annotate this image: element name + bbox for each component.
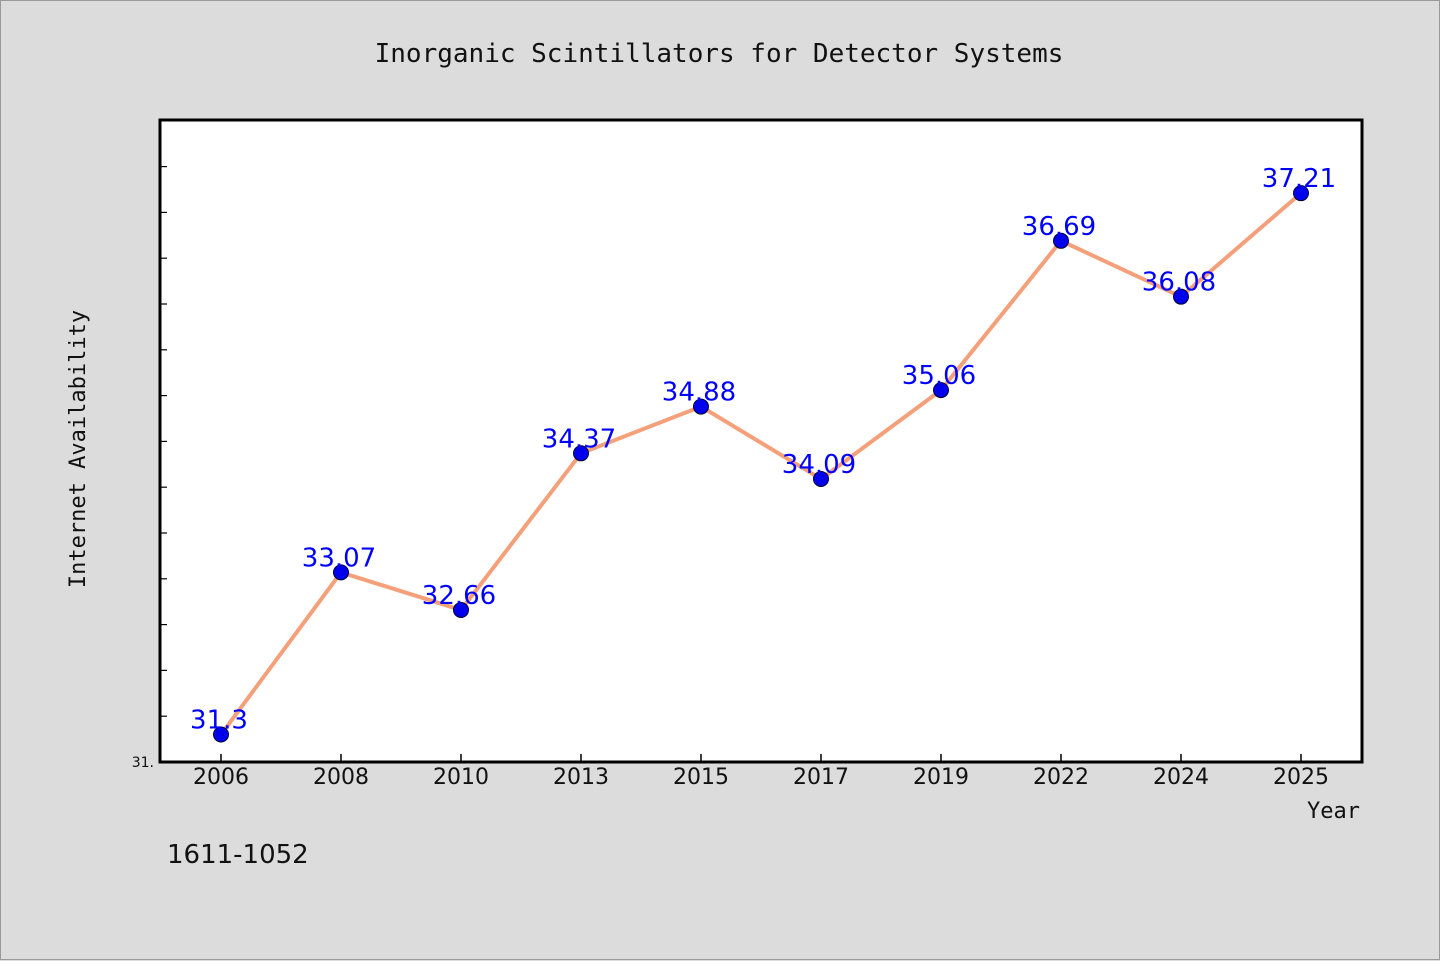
- data-label: 31.3: [190, 706, 248, 736]
- x-tick-label: 2022: [1033, 765, 1089, 790]
- x-tick-label: 2017: [793, 765, 849, 790]
- data-label: 34.09: [782, 450, 856, 480]
- data-point: [813, 470, 829, 487]
- x-tick-label: 2008: [313, 765, 369, 790]
- footnote-text: 1611-1052: [167, 840, 309, 870]
- data-label: 32.66: [422, 581, 496, 611]
- x-tick-label: 2019: [913, 765, 969, 790]
- data-label: 35.06: [902, 361, 976, 391]
- data-point: [1173, 288, 1189, 305]
- x-tick-label: 2025: [1273, 765, 1329, 790]
- y-axis-min-label: 31.: [132, 755, 154, 771]
- data-label: 37.21: [1262, 164, 1336, 194]
- data-point: [933, 382, 949, 399]
- data-point: [213, 726, 229, 743]
- data-point: [1053, 232, 1069, 249]
- data-label: 36.08: [1142, 268, 1216, 298]
- data-point: [573, 445, 589, 462]
- x-axis-title: Year: [1307, 799, 1360, 824]
- data-labels: 31.3 33.07 32.66 34.37 34.88 34.09 35.06 36.69 3…: [190, 164, 1336, 735]
- data-label: 34.88: [662, 378, 736, 408]
- data-point: [693, 398, 709, 415]
- x-tick-label: 2006: [193, 765, 249, 790]
- data-point: [333, 564, 349, 581]
- data-point: [1293, 185, 1309, 202]
- x-tick-label: 2015: [673, 765, 729, 790]
- series-line: [219, 191, 1303, 736]
- x-tick-label: 2013: [553, 765, 609, 790]
- x-tick-label: 2024: [1153, 765, 1209, 790]
- data-point: [453, 601, 469, 618]
- x-tick-label: 2010: [433, 765, 489, 790]
- data-label: 34.37: [542, 424, 616, 454]
- y-axis-title: Internet Availability: [66, 310, 91, 588]
- plot-frame: [158, 118, 1364, 764]
- data-label: 33.07: [302, 543, 376, 573]
- x-axis-ticks: 2006 2008 2010 2013 2015 2017 2019 2022 2024 2025: [193, 754, 1329, 790]
- chart-title: Inorganic Scintillators for Detector Sys…: [375, 39, 1064, 69]
- data-label: 36.69: [1022, 212, 1096, 242]
- data-markers: [213, 185, 1309, 743]
